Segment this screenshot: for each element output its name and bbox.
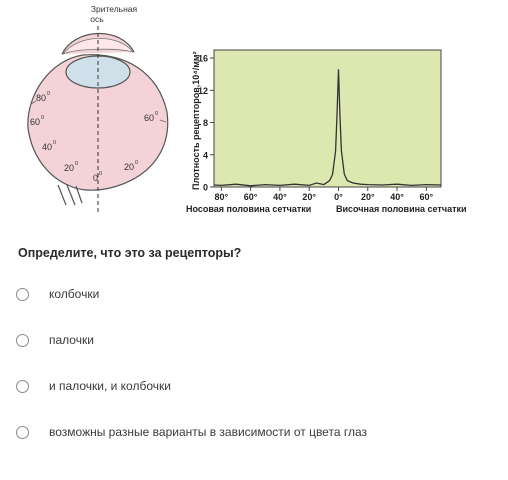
eye-retina <box>27 54 169 191</box>
density-curve-series <box>213 69 442 187</box>
nasal-half-label: Носовая половина сетчатки <box>186 204 311 214</box>
answer-option-1[interactable]: колбочки <box>16 283 99 305</box>
angle-60-left: 60 <box>30 117 40 127</box>
radio-button[interactable] <box>16 379 29 393</box>
answer-option-4[interactable]: возможны разные варианты в зависимости о… <box>16 421 367 443</box>
y-axis: 0 4 8 12 16 <box>198 54 214 193</box>
optic-nerve <box>57 184 83 206</box>
degree-mark: 0 <box>99 171 102 177</box>
figure: Зрительная ось 80 60 40 20 0 20 60 0 0 0… <box>0 0 508 230</box>
degree-mark: 0 <box>155 111 158 117</box>
angle-20-left: 20 <box>64 163 74 173</box>
degree-mark: 0 <box>75 161 78 167</box>
radio-button[interactable] <box>16 333 29 347</box>
x-tick-label: 20° <box>361 192 375 202</box>
angle-80: 80 <box>36 93 46 103</box>
answer-label: и палочки, и колбочки <box>49 379 171 393</box>
eye-diagram: Зрительная ось 80 60 40 20 0 20 60 0 0 0… <box>27 4 169 212</box>
temporal-half-label: Височная половина сетчатки <box>336 204 467 214</box>
angle-40: 40 <box>42 142 52 152</box>
x-tick-label: 80° <box>215 192 229 202</box>
angle-60-right: 60 <box>144 113 154 123</box>
x-tick-label: 40° <box>390 192 404 202</box>
degree-mark: 0 <box>53 140 56 146</box>
x-tick-label: 0° <box>334 192 343 202</box>
answer-option-3[interactable]: и палочки, и колбочки <box>16 375 171 397</box>
angle-0: 0 <box>93 173 98 183</box>
degree-mark: 0 <box>41 115 44 121</box>
visual-axis-label-line1: Зрительная <box>91 4 138 14</box>
y-tick-label: 12 <box>198 86 208 96</box>
x-tick-label: 20° <box>302 192 316 202</box>
angle-20-right: 20 <box>124 162 134 172</box>
answer-label: колбочки <box>49 287 100 301</box>
answer-option-2[interactable]: палочки <box>16 329 94 351</box>
chart-ylabel: Плотность рецепторов,10⁴/мм² <box>191 51 201 190</box>
radio-button[interactable] <box>16 425 29 439</box>
chart-plot-area <box>213 49 442 188</box>
degree-mark: 0 <box>135 160 138 166</box>
x-axis: 80° 60° 40° 20° 0° 20° 40° 60° <box>215 187 434 202</box>
question-text: Определите, что это за рецепторы? <box>18 246 242 260</box>
degree-mark: 0 <box>47 91 50 97</box>
y-tick-label: 0 <box>203 183 208 193</box>
answer-label: возможны разные варианты в зависимости о… <box>49 425 367 439</box>
density-chart: Плотность рецепторов,10⁴/мм² 0 4 8 12 16 80°… <box>186 49 467 214</box>
x-tick-label: 40° <box>273 192 287 202</box>
figure-svg: Зрительная ось 80 60 40 20 0 20 60 0 0 0… <box>27 4 467 214</box>
x-tick-label: 60° <box>244 192 258 202</box>
y-tick-label: 8 <box>203 118 208 128</box>
y-tick-label: 4 <box>203 150 208 160</box>
x-tick-label: 60° <box>420 192 434 202</box>
answer-label: палочки <box>49 333 94 347</box>
visual-axis-label-line2: ось <box>90 14 104 24</box>
radio-button[interactable] <box>16 287 29 301</box>
y-tick-label: 16 <box>198 54 208 64</box>
